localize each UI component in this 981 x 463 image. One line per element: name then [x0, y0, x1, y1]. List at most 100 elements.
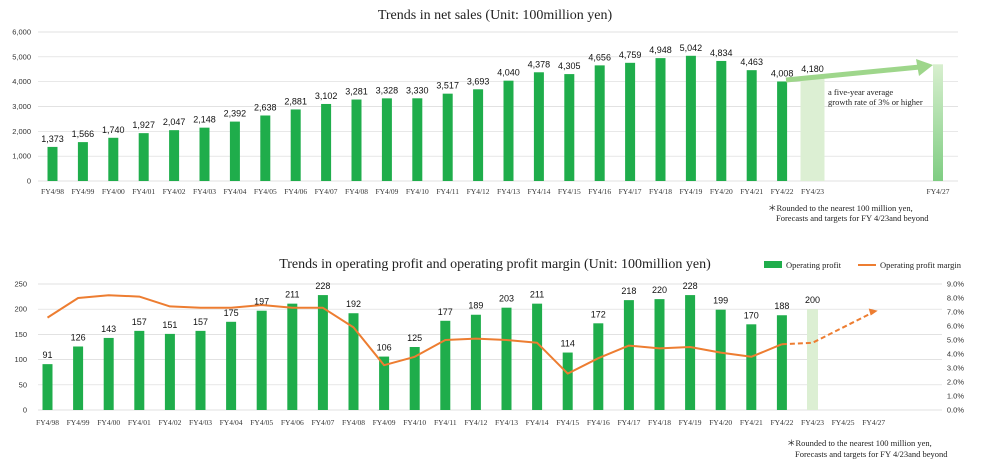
net-sales-x-tick: FY4/03 — [193, 187, 216, 196]
net-sales-x-tick: FY4/99 — [71, 187, 94, 196]
operating-profit-x-tick: FY4/08 — [342, 418, 365, 427]
net-sales-data-label: 2,148 — [193, 115, 216, 125]
net-sales-x-tick: FY4/06 — [284, 187, 307, 196]
net-sales-data-label: 3,517 — [436, 81, 459, 91]
operating-profit-bar — [226, 321, 237, 410]
operating-profit-x-tick: FY4/00 — [97, 418, 120, 427]
net-sales-bar — [351, 99, 362, 181]
operating-profit-bar — [623, 300, 634, 410]
operating-profit-bar — [103, 337, 114, 410]
net-sales-data-label: 5,042 — [680, 43, 703, 53]
net-sales-y-tick: 5,000 — [12, 52, 31, 61]
net-sales-x-tick: FY4/04 — [223, 187, 246, 196]
net-sales-data-label: 2,047 — [163, 117, 186, 127]
operating-profit-data-label: 192 — [346, 299, 361, 309]
net-sales-y-tick: 6,000 — [12, 28, 31, 37]
operating-profit-bar — [440, 320, 451, 410]
operating-profit-bar — [562, 352, 573, 410]
operating-profit-data-label: 220 — [652, 285, 667, 295]
operating-profit-y-tick: 250 — [14, 280, 27, 289]
net-sales-bar — [290, 109, 301, 181]
operating-profit-x-tick: FY4/13 — [495, 418, 518, 427]
net-sales-data-label: 2,638 — [254, 102, 277, 112]
net-sales-x-tick: FY4/12 — [467, 187, 490, 196]
net-sales-x-tick: FY4/19 — [679, 187, 702, 196]
operating-profit-data-label: 151 — [162, 320, 177, 330]
net-sales-data-label: 2,392 — [224, 109, 247, 119]
net-sales-y-tick: 4,000 — [12, 77, 31, 86]
net-sales-bar — [746, 70, 757, 181]
operating-profit-x-tick: FY4/05 — [250, 418, 273, 427]
net-sales-y-tick: 1,000 — [12, 152, 31, 161]
net-sales-x-tick: FY4/05 — [254, 187, 277, 196]
operating-profit-data-label: 203 — [499, 294, 514, 304]
net-sales-x-tick: FY4/10 — [406, 187, 429, 196]
net-sales-data-label: 4,948 — [649, 45, 672, 55]
legend-bar-swatch — [764, 261, 782, 268]
operating-profit-x-tick: FY4/25 — [832, 418, 855, 427]
operating-profit-bar — [532, 303, 543, 410]
operating-profit-x-tick: FY4/01 — [128, 418, 151, 427]
net-sales-chart: Trends in net sales (Unit: 100million ye… — [12, 8, 958, 223]
operating-profit-bar — [164, 333, 175, 410]
operating-profit-bar — [715, 309, 726, 410]
operating-profit-data-label: 189 — [468, 301, 483, 311]
operating-profit-bar — [776, 315, 787, 410]
operating-profit-data-label: 125 — [407, 333, 422, 343]
operating-profit-x-tick: FY4/27 — [862, 418, 885, 427]
operating-profit-x-tick: FY4/02 — [158, 418, 181, 427]
operating-profit-data-label: 175 — [224, 308, 239, 318]
operating-profit-data-label: 228 — [315, 281, 330, 291]
net-sales-data-labels: 1,373 1,566 1,740 1,927 2,047 2,148 2,392 2,638… — [41, 43, 824, 144]
net-sales-x-tick: FY4/07 — [315, 187, 338, 196]
operating-profit-x-tick: FY4/12 — [464, 418, 487, 427]
net-sales-x-tick: FY4/16 — [588, 187, 611, 196]
margin-y-tick: 9.0% — [947, 280, 964, 289]
net-sales-data-label: 4,759 — [619, 50, 642, 60]
operating-profit-data-label: 199 — [713, 296, 728, 306]
operating-profit-x-tick: FY4/19 — [679, 418, 702, 427]
net-sales-bar — [108, 137, 119, 181]
operating-profit-bar — [73, 346, 84, 410]
net-sales-x-tick: FY4/15 — [558, 187, 581, 196]
net-sales-data-label: 4,834 — [710, 48, 733, 58]
operating-profit-data-label: 218 — [621, 286, 636, 296]
margin-y-tick: 7.0% — [947, 308, 964, 317]
growth-annotation-line2: growth rate of 3% or higher — [828, 97, 923, 107]
operating-profit-data-label: 143 — [101, 324, 116, 334]
net-sales-bar — [77, 142, 88, 181]
net-sales-x-tick: FY4/14 — [527, 187, 550, 196]
operating-profit-bar — [654, 299, 665, 410]
net-sales-note-line1: ＊Rounded to the nearest 100 million yen, — [768, 203, 913, 213]
operating-profit-bar — [42, 364, 53, 410]
operating-profit-bar — [134, 330, 145, 410]
operating-profit-data-label: 211 — [530, 290, 544, 300]
operating-profit-bar — [685, 295, 696, 410]
operating-profit-y-tick: 0 — [23, 406, 27, 415]
legend-operating-profit: Operating profit — [786, 260, 842, 270]
net-sales-bar — [564, 74, 575, 181]
operating-profit-bar — [593, 323, 604, 410]
operating-profit-y-tick: 200 — [14, 305, 27, 314]
operating-profit-bar — [317, 295, 328, 410]
operating-profit-bars — [42, 295, 818, 410]
net-sales-data-label: 1,373 — [41, 134, 64, 144]
operating-profit-y-tick: 50 — [19, 380, 27, 389]
net-sales-bar — [229, 121, 240, 181]
net-sales-x-tick: FY4/23 — [801, 187, 824, 196]
operating-profit-x-tick: FY4/20 — [709, 418, 732, 427]
operating-profit-y-tick: 150 — [14, 330, 27, 339]
operating-profit-bar — [287, 303, 298, 410]
margin-y-tick: 0.0% — [947, 406, 964, 415]
operating-profit-title: Trends in operating profit and operating… — [279, 257, 711, 272]
net-sales-x-tick: FY4/98 — [41, 187, 64, 196]
net-sales-bar — [442, 93, 453, 181]
operating-profit-x-tick: FY4/17 — [617, 418, 640, 427]
operating-profit-x-axis: FY4/98 FY4/99 FY4/00 FY4/01 FY4/02 FY4/03 FY4/… — [36, 418, 885, 427]
net-sales-bar — [800, 77, 825, 181]
net-sales-bar — [594, 65, 605, 181]
margin-right-axis: 0.0% 1.0% 2.0% 3.0% 4.0% 5.0% 6.0% 7.0% 8.0% 9.0% — [947, 280, 964, 415]
net-sales-y-tick: 0 — [27, 177, 31, 186]
operating-profit-data-label: 91 — [42, 350, 52, 360]
operating-profit-bar — [348, 313, 359, 410]
